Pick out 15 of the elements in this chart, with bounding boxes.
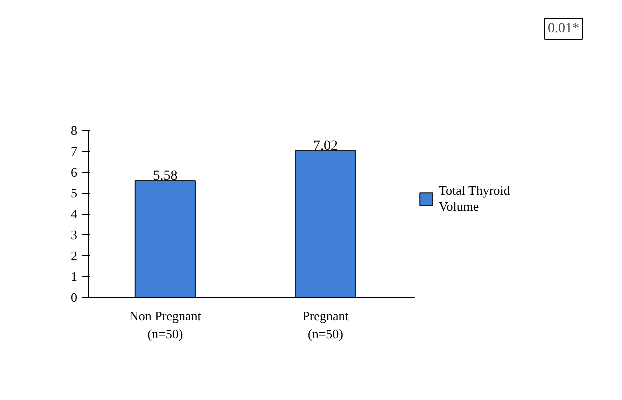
data-label: 7.02 bbox=[313, 138, 338, 154]
x-tick-label: Pregnant (n=50) bbox=[302, 308, 350, 342]
y-tick-label: 6 bbox=[71, 164, 78, 180]
y-tick-label: 2 bbox=[71, 248, 78, 264]
x-tick-label: Non Pregnant (n=50) bbox=[130, 308, 202, 342]
y-tick-label: 8 bbox=[71, 123, 78, 138]
y-tick-label: 7 bbox=[71, 144, 78, 159]
y-tick-label: 3 bbox=[71, 227, 78, 242]
y-tick-label: 5 bbox=[71, 186, 78, 201]
legend-label: Total Thyroid Volume bbox=[439, 183, 512, 215]
text: 0.01* bbox=[548, 22, 580, 36]
y-tick-label: 1 bbox=[71, 269, 78, 284]
data-label: 5.58 bbox=[153, 169, 178, 184]
y-tick-label: 4 bbox=[71, 206, 78, 222]
y-tick-label: 0 bbox=[71, 290, 78, 305]
